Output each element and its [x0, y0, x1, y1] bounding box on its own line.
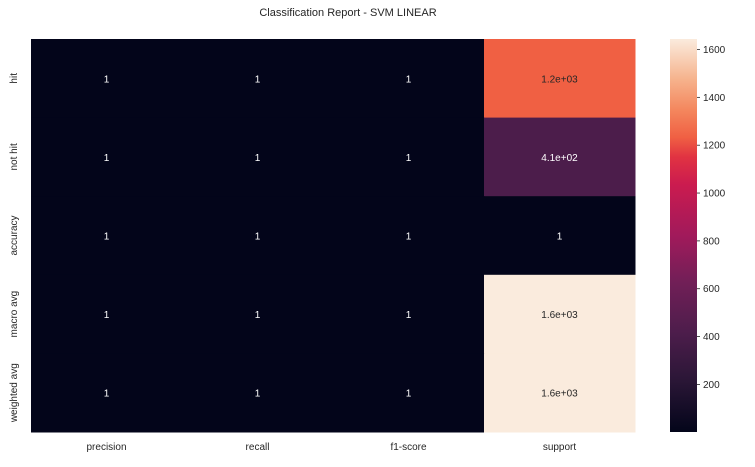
cell-value-label: 1.6e+03 — [541, 310, 578, 321]
heatmap-cell — [333, 196, 485, 276]
heatmap-cell — [484, 353, 636, 433]
colorbar-tick-label: 1000 — [703, 189, 726, 200]
cell-value-label: 1.2e+03 — [541, 74, 578, 85]
chart-title: Classification Report - SVM LINEAR — [259, 7, 436, 19]
column-tick-label: precision — [86, 442, 126, 453]
row-tick-label: weighted avg — [9, 363, 20, 423]
heatmap-cell — [333, 39, 485, 119]
heatmap-cell — [31, 196, 183, 276]
cell-value-label: 1 — [104, 153, 110, 164]
cell-value-label: 1 — [255, 153, 261, 164]
colorbar-tick-label: 800 — [703, 236, 720, 247]
colorbar-tick-label: 1400 — [703, 93, 726, 104]
column-labels: precision recall f1-score support — [86, 442, 576, 453]
cell-value-label: 1 — [406, 310, 412, 321]
heatmap-cell — [31, 117, 183, 197]
row-tick-label: not hit — [9, 143, 20, 170]
heatmap-cell — [333, 117, 485, 197]
colorbar-tick-label: 1200 — [703, 141, 726, 152]
row-tick-label: accuracy — [9, 215, 20, 255]
heatmap-cell — [182, 117, 334, 197]
cell-value-label: 1 — [406, 232, 412, 243]
column-tick-label: f1-score — [390, 442, 427, 453]
column-tick-label: support — [543, 442, 577, 453]
cell-value-label: 1 — [255, 310, 261, 321]
colorbar — [670, 39, 697, 432]
heatmap-cell — [182, 274, 334, 354]
cell-value-label: 1 — [104, 232, 110, 243]
heatmap-cell — [31, 274, 183, 354]
cell-value-label: 1 — [406, 74, 412, 85]
cell-value-label: 1 — [104, 389, 110, 400]
row-tick-label: hit — [9, 73, 20, 84]
heatmap-cell — [182, 196, 334, 276]
cell-value-label: 1 — [406, 389, 412, 400]
heatmap-cell — [333, 274, 485, 354]
row-tick-label: macro avg — [9, 291, 20, 338]
cell-value-label: 1 — [557, 232, 563, 243]
row-labels: hit not hit accuracy macro avg weighted avg — [9, 73, 20, 423]
heatmap-cell — [484, 274, 636, 354]
colorbar-tick-label: 400 — [703, 332, 720, 343]
heatmap-cell — [484, 196, 636, 276]
cell-value-label: 4.1e+02 — [541, 153, 578, 164]
cell-value-label: 1 — [255, 232, 261, 243]
heatmap-cell — [31, 353, 183, 433]
cell-value-label: 1 — [104, 74, 110, 85]
column-tick-label: recall — [246, 442, 270, 453]
colorbar-tick-label: 1600 — [703, 45, 726, 56]
colorbar-tick-label: 600 — [703, 284, 720, 295]
cell-value-label: 1 — [406, 153, 412, 164]
heatmap-cell — [484, 117, 636, 197]
heatmap-cell — [182, 39, 334, 119]
cell-value-label: 1 — [104, 310, 110, 321]
heatmap-cells: 1 1 1 1.2e+03 1 1 1 4.1e+02 1 1 1 1 1 1 1 1.6e+03 1 1 1 1.6… — [31, 39, 636, 433]
heatmap-cell — [182, 353, 334, 433]
cell-value-label: 1 — [255, 389, 261, 400]
cell-value-label: 1.6e+03 — [541, 389, 578, 400]
cell-value-label: 1 — [255, 74, 261, 85]
heatmap-cell — [31, 39, 183, 119]
heatmap-cell — [484, 39, 636, 119]
heatmap-cell — [333, 353, 485, 433]
colorbar-tick-label: 200 — [703, 380, 720, 391]
colorbar-ticks: 200 400 600 800 1000 1200 1400 1600 — [697, 45, 726, 391]
